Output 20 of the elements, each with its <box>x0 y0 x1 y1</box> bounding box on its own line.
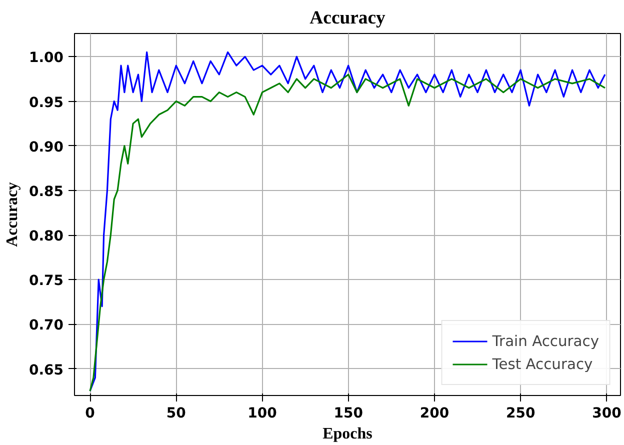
x-tick-label: 300 <box>592 406 622 422</box>
legend-label: Train Accuracy <box>492 332 599 350</box>
x-tick-label: 100 <box>248 406 278 422</box>
y-tick-label: 0.70 <box>28 318 64 334</box>
x-tick-label: 250 <box>506 406 536 422</box>
y-tick-label: 1.00 <box>28 50 64 66</box>
x-tick-label: 0 <box>85 406 96 422</box>
y-axis-title: Accuracy <box>4 182 21 247</box>
y-tick-label: 0.80 <box>28 228 64 245</box>
legend-label: Test Accuracy <box>492 356 593 372</box>
x-axis-title: Epochs <box>322 426 372 442</box>
y-tick-label: 0.65 <box>28 362 64 378</box>
y-tick-label: 0.75 <box>28 273 64 290</box>
x-tick-label: 150 <box>334 406 364 422</box>
y-tick-label: 0.90 <box>28 139 64 156</box>
y-tick-label: 0.95 <box>28 94 64 111</box>
y-tick-label: 0.85 <box>28 184 64 200</box>
x-tick-label: 50 <box>166 406 186 422</box>
x-tick-label: 200 <box>420 406 450 422</box>
chart-title: Accuracy <box>310 8 386 28</box>
